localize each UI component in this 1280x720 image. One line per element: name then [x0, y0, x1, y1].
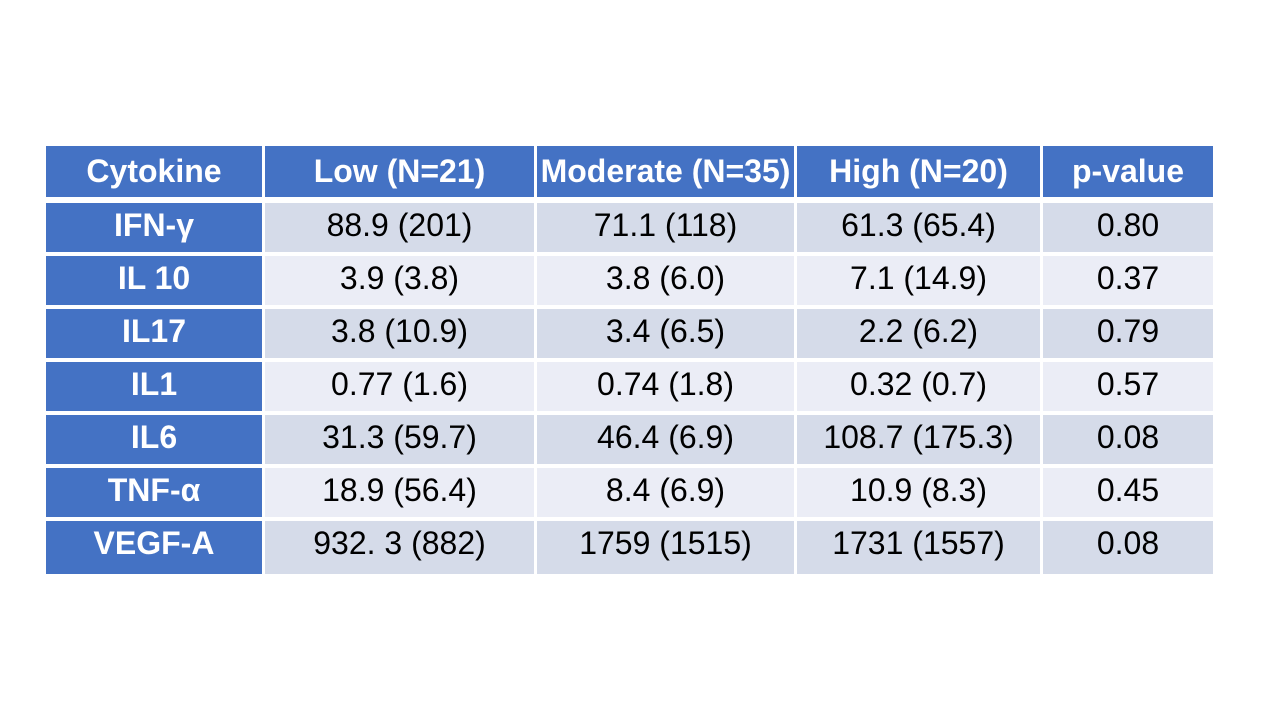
table-cell: 2.2 (6.2) [797, 309, 1043, 362]
table-cell: 7.1 (14.9) [797, 256, 1043, 309]
column-header-cytokine: Cytokine [46, 146, 265, 203]
table-cell: 31.3 (59.7) [265, 415, 537, 468]
table-row-tnf-alpha: TNF-α 18.9 (56.4) 8.4 (6.9) 10.9 (8.3) 0… [46, 468, 1213, 521]
table-cell: 0.80 [1043, 203, 1213, 256]
table-cell: 0.32 (0.7) [797, 362, 1043, 415]
table-cell: 3.8 (6.0) [537, 256, 797, 309]
column-header-moderate: Moderate (N=35) [537, 146, 797, 203]
table-cell: 3.4 (6.5) [537, 309, 797, 362]
column-header-high: High (N=20) [797, 146, 1043, 203]
table-cell: 0.74 (1.8) [537, 362, 797, 415]
table-cell: 18.9 (56.4) [265, 468, 537, 521]
row-header-il6: IL6 [46, 415, 265, 468]
table-row-vegf-a: VEGF-A 932. 3 (882) 1759 (1515) 1731 (15… [46, 521, 1213, 574]
row-header-vegf-a: VEGF-A [46, 521, 265, 574]
table-header-row: Cytokine Low (N=21) Moderate (N=35) High… [46, 146, 1213, 203]
table-cell: 0.57 [1043, 362, 1213, 415]
row-header-tnf-alpha: TNF-α [46, 468, 265, 521]
table-row-il10: IL 10 3.9 (3.8) 3.8 (6.0) 7.1 (14.9) 0.3… [46, 256, 1213, 309]
row-header-il1: IL1 [46, 362, 265, 415]
table-cell: 3.9 (3.8) [265, 256, 537, 309]
table-cell: 8.4 (6.9) [537, 468, 797, 521]
table-cell: 1731 (1557) [797, 521, 1043, 574]
table-cell: 0.45 [1043, 468, 1213, 521]
table-cell: 0.08 [1043, 521, 1213, 574]
table-cell: 0.79 [1043, 309, 1213, 362]
table-cell: 61.3 (65.4) [797, 203, 1043, 256]
row-header-il17: IL17 [46, 309, 265, 362]
row-header-ifn-gamma: IFN-γ [46, 203, 265, 256]
table-row-ifn-gamma: IFN-γ 88.9 (201) 71.1 (118) 61.3 (65.4) … [46, 203, 1213, 256]
column-header-pvalue: p-value [1043, 146, 1213, 203]
table-cell: 1759 (1515) [537, 521, 797, 574]
table-cell: 108.7 (175.3) [797, 415, 1043, 468]
cytokine-table: Cytokine Low (N=21) Moderate (N=35) High… [46, 146, 1213, 574]
table-cell: 0.37 [1043, 256, 1213, 309]
table-row-il6: IL6 31.3 (59.7) 46.4 (6.9) 108.7 (175.3)… [46, 415, 1213, 468]
table-cell: 0.08 [1043, 415, 1213, 468]
table-cell: 0.77 (1.6) [265, 362, 537, 415]
column-header-low: Low (N=21) [265, 146, 537, 203]
table-cell: 3.8 (10.9) [265, 309, 537, 362]
table-row-il1: IL1 0.77 (1.6) 0.74 (1.8) 0.32 (0.7) 0.5… [46, 362, 1213, 415]
table-cell: 88.9 (201) [265, 203, 537, 256]
table-row-il17: IL17 3.8 (10.9) 3.4 (6.5) 2.2 (6.2) 0.79 [46, 309, 1213, 362]
table-cell: 10.9 (8.3) [797, 468, 1043, 521]
table-cell: 46.4 (6.9) [537, 415, 797, 468]
row-header-il10: IL 10 [46, 256, 265, 309]
table-cell: 71.1 (118) [537, 203, 797, 256]
table-cell: 932. 3 (882) [265, 521, 537, 574]
